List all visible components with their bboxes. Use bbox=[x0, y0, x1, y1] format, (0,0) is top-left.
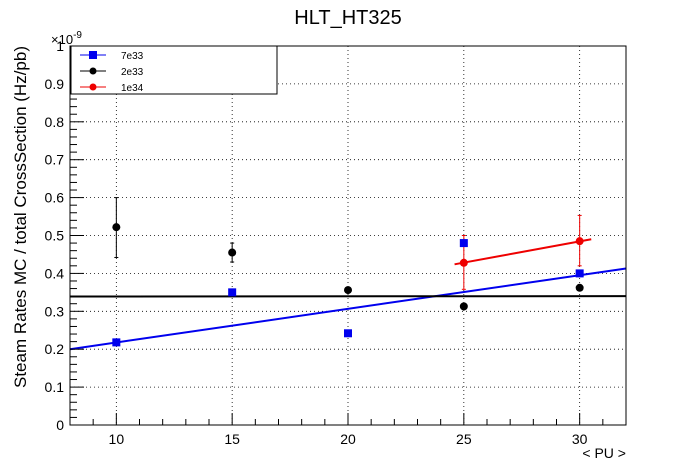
data-point-7e33 bbox=[228, 288, 237, 297]
data-point-2e33 bbox=[575, 283, 584, 292]
y-exponent-base: ×10 bbox=[51, 32, 73, 47]
y-exponent-power: -9 bbox=[73, 30, 82, 41]
data-point-2e33 bbox=[228, 248, 237, 257]
y-tick-label: 0.9 bbox=[45, 76, 65, 92]
y-tick-label: 0.2 bbox=[45, 341, 65, 357]
fit-line-7e33 bbox=[69, 267, 627, 351]
tick-labels: 0 0.1 0.2 0.3 0.4 0.5 0.6 0.7 0.8 0.9 1 10 15 20 25 30 bbox=[45, 38, 588, 447]
data-point-7e33 bbox=[459, 239, 468, 248]
chart-title: HLT_HT325 bbox=[294, 7, 401, 29]
y-tick-label: 0.5 bbox=[45, 228, 65, 244]
data-point-1e34 bbox=[575, 237, 584, 246]
y-axis-label: Steam Rates MC / total CrossSection (Hz/… bbox=[11, 46, 30, 388]
legend: 7e33 2e33 1e34 bbox=[70, 45, 278, 95]
x-tick-label: 30 bbox=[572, 431, 588, 447]
x-tick-label: 20 bbox=[340, 431, 356, 447]
y-tick-label: 0.7 bbox=[45, 152, 65, 168]
y-exponent: ×10-9 bbox=[51, 30, 82, 47]
legend-label: 2e33 bbox=[121, 67, 144, 78]
x-axis-label: < PU > bbox=[582, 445, 626, 461]
data-point-7e33 bbox=[112, 338, 121, 347]
data-point-2e33 bbox=[459, 302, 468, 311]
data-point-2e33 bbox=[112, 223, 121, 232]
fit-line-1e34 bbox=[454, 238, 592, 266]
y-tick-label: 0.8 bbox=[45, 114, 65, 130]
data-point-2e33 bbox=[344, 286, 352, 295]
x-tick-label: 10 bbox=[109, 431, 125, 447]
y-tick-label: 0.1 bbox=[45, 379, 65, 395]
legend-marker bbox=[89, 51, 97, 59]
legend-label: 1e34 bbox=[121, 83, 144, 94]
legend-marker bbox=[89, 83, 97, 91]
grid bbox=[70, 46, 626, 425]
data-points bbox=[112, 223, 584, 347]
error-bars bbox=[114, 197, 582, 290]
data-point-1e34 bbox=[459, 258, 468, 267]
legend-label: 7e33 bbox=[121, 51, 144, 62]
y-tick-label: 0.6 bbox=[45, 190, 65, 206]
x-tick-label: 25 bbox=[456, 431, 472, 447]
data-point-7e33 bbox=[575, 269, 584, 278]
legend-box bbox=[70, 45, 278, 95]
legend-marker bbox=[89, 67, 97, 75]
y-tick-label: 0.4 bbox=[45, 265, 65, 281]
y-tick-label: 0 bbox=[56, 417, 64, 433]
y-tick-label: 1 bbox=[56, 38, 64, 54]
y-tick-label: 0.3 bbox=[45, 303, 65, 319]
data-point-7e33 bbox=[344, 329, 352, 338]
fit-lines bbox=[69, 238, 627, 351]
x-tick-label: 15 bbox=[224, 431, 240, 447]
